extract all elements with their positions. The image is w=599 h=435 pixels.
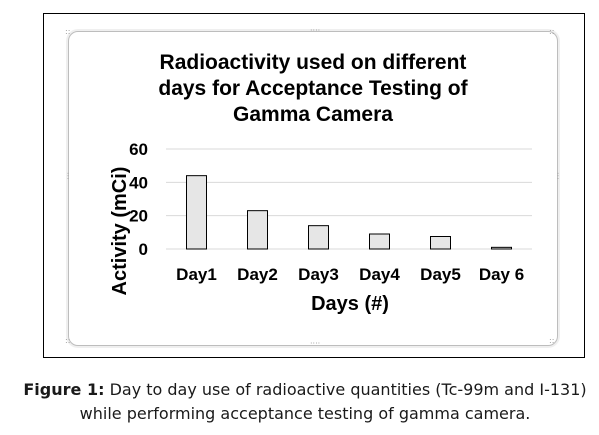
bar-day5 <box>430 236 451 250</box>
chart-title: Radioactivity used on different days for… <box>123 50 503 128</box>
x-tick-label: Day2 <box>237 265 278 284</box>
bar-day-6 <box>491 246 512 250</box>
y-axis-title: Activity (mCi) <box>109 167 131 296</box>
x-tick-label: Day 6 <box>479 265 524 284</box>
chart-area: ···· ···· ··· ··· :: :: :: :: <box>63 27 562 348</box>
y-tick-label: 60 <box>129 140 148 159</box>
y-tick-label: 20 <box>129 207 148 226</box>
y-tick-label: 40 <box>129 173 148 192</box>
y-tick-labels: 0 20 40 60 <box>129 140 148 259</box>
bar-day3 <box>308 225 329 250</box>
bar-day2 <box>247 210 268 250</box>
chart-title-line: Gamma Camera <box>233 103 393 126</box>
caption-label: Figure 1: <box>23 380 105 399</box>
x-tick-label: Day5 <box>420 265 461 284</box>
y-tick-label: 0 <box>139 240 148 259</box>
resize-handle-bottom[interactable]: ···· <box>310 339 321 348</box>
bar-day4 <box>369 233 390 250</box>
resize-handle-left[interactable]: ··· <box>63 172 72 180</box>
figure-caption: Figure 1: Day to day use of radioactive … <box>20 378 590 426</box>
figure-frame: ···· ···· ··· ··· :: :: :: :: <box>43 13 585 358</box>
bars <box>186 175 512 250</box>
x-tick-label: Day4 <box>359 265 400 284</box>
caption-text: Day to day use of radioactive quantities… <box>79 380 587 423</box>
chart-title-line: Radioactivity used on different <box>159 51 467 74</box>
chart-title-line: days for Acceptance Testing of <box>158 77 468 100</box>
x-axis-title: Days (#) <box>311 293 389 315</box>
resize-handle-right[interactable]: ··· <box>553 172 562 180</box>
resize-handle-top[interactable]: ···· <box>310 26 321 35</box>
x-tick-label: Day1 <box>176 265 217 284</box>
gridlines <box>166 148 532 250</box>
resize-handle-top-left[interactable]: :: <box>65 27 71 36</box>
bar-day1 <box>186 175 207 250</box>
resize-handle-bottom-left[interactable]: :: <box>65 336 71 345</box>
x-tick-labels: Day1 Day2 Day3 Day4 Day5 Day 6 <box>176 265 524 284</box>
resize-handle-bottom-right[interactable]: :: <box>549 336 555 345</box>
x-tick-label: Day3 <box>298 265 339 284</box>
resize-handle-top-right[interactable]: :: <box>549 27 555 36</box>
